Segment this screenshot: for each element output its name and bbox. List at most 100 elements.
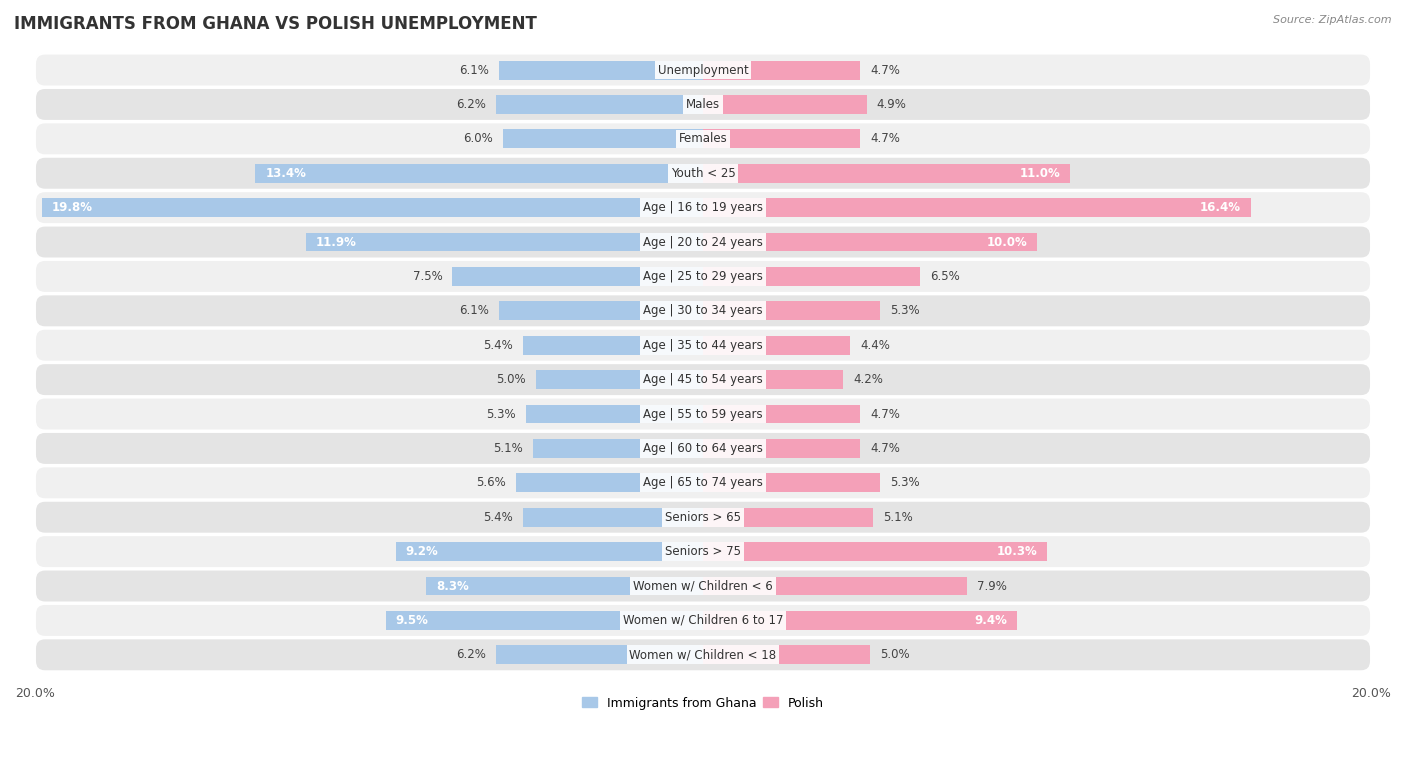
Bar	[703, 164, 1070, 182]
Text: Age | 16 to 19 years: Age | 16 to 19 years	[643, 201, 763, 214]
Bar	[499, 301, 703, 320]
Text: 5.3%: 5.3%	[890, 304, 920, 317]
Bar	[703, 232, 1038, 251]
Bar	[533, 439, 703, 458]
Bar	[703, 370, 844, 389]
Text: 6.0%: 6.0%	[463, 132, 492, 145]
Text: Age | 65 to 74 years: Age | 65 to 74 years	[643, 476, 763, 489]
FancyBboxPatch shape	[35, 363, 1371, 396]
Text: 5.0%: 5.0%	[496, 373, 526, 386]
FancyBboxPatch shape	[35, 226, 1371, 259]
Bar	[703, 646, 870, 665]
FancyBboxPatch shape	[35, 294, 1371, 327]
Bar	[703, 267, 920, 286]
FancyBboxPatch shape	[35, 191, 1371, 224]
Bar	[395, 542, 703, 561]
Text: Age | 45 to 54 years: Age | 45 to 54 years	[643, 373, 763, 386]
Text: 4.7%: 4.7%	[870, 132, 900, 145]
Text: 6.5%: 6.5%	[931, 270, 960, 283]
Bar	[536, 370, 703, 389]
Text: Females: Females	[679, 132, 727, 145]
Text: Women w/ Children < 18: Women w/ Children < 18	[630, 648, 776, 662]
Text: 4.7%: 4.7%	[870, 442, 900, 455]
Bar	[703, 198, 1251, 217]
Text: Males: Males	[686, 98, 720, 111]
Legend: Immigrants from Ghana, Polish: Immigrants from Ghana, Polish	[576, 692, 830, 715]
Text: 5.0%: 5.0%	[880, 648, 910, 662]
Text: 4.7%: 4.7%	[870, 407, 900, 421]
Text: 8.3%: 8.3%	[436, 580, 468, 593]
Bar	[305, 232, 703, 251]
FancyBboxPatch shape	[35, 638, 1371, 671]
Text: 4.4%: 4.4%	[860, 338, 890, 352]
Text: 5.4%: 5.4%	[482, 338, 513, 352]
Bar	[42, 198, 703, 217]
FancyBboxPatch shape	[35, 260, 1371, 293]
Text: 6.1%: 6.1%	[460, 304, 489, 317]
Text: Youth < 25: Youth < 25	[671, 167, 735, 179]
Text: 6.1%: 6.1%	[460, 64, 489, 76]
Bar	[703, 473, 880, 492]
Bar	[453, 267, 703, 286]
Text: 9.2%: 9.2%	[406, 545, 439, 558]
Text: 5.4%: 5.4%	[482, 511, 513, 524]
Text: IMMIGRANTS FROM GHANA VS POLISH UNEMPLOYMENT: IMMIGRANTS FROM GHANA VS POLISH UNEMPLOY…	[14, 15, 537, 33]
Bar	[703, 301, 880, 320]
Text: 4.2%: 4.2%	[853, 373, 883, 386]
Text: Source: ZipAtlas.com: Source: ZipAtlas.com	[1274, 15, 1392, 25]
Bar	[703, 61, 860, 79]
Text: 5.1%: 5.1%	[494, 442, 523, 455]
Text: Age | 55 to 59 years: Age | 55 to 59 years	[643, 407, 763, 421]
Text: 19.8%: 19.8%	[52, 201, 93, 214]
Bar	[703, 611, 1017, 630]
FancyBboxPatch shape	[35, 157, 1371, 190]
Text: 10.3%: 10.3%	[997, 545, 1038, 558]
Text: 5.1%: 5.1%	[883, 511, 912, 524]
FancyBboxPatch shape	[35, 432, 1371, 465]
Bar	[256, 164, 703, 182]
Text: 7.9%: 7.9%	[977, 580, 1007, 593]
Bar	[703, 542, 1047, 561]
Bar	[703, 508, 873, 527]
FancyBboxPatch shape	[35, 604, 1371, 637]
Text: 13.4%: 13.4%	[266, 167, 307, 179]
Text: 7.5%: 7.5%	[413, 270, 443, 283]
FancyBboxPatch shape	[35, 569, 1371, 603]
Text: 6.2%: 6.2%	[456, 648, 486, 662]
FancyBboxPatch shape	[35, 123, 1371, 155]
Text: Unemployment: Unemployment	[658, 64, 748, 76]
FancyBboxPatch shape	[35, 397, 1371, 431]
Bar	[703, 577, 967, 596]
Text: 11.9%: 11.9%	[315, 235, 356, 248]
Text: Seniors > 75: Seniors > 75	[665, 545, 741, 558]
FancyBboxPatch shape	[35, 500, 1371, 534]
Text: Women w/ Children < 6: Women w/ Children < 6	[633, 580, 773, 593]
Bar	[526, 404, 703, 423]
FancyBboxPatch shape	[35, 88, 1371, 121]
Bar	[496, 95, 703, 114]
Bar	[516, 473, 703, 492]
Bar	[523, 336, 703, 355]
Bar	[703, 404, 860, 423]
Text: 5.3%: 5.3%	[486, 407, 516, 421]
Text: 9.4%: 9.4%	[974, 614, 1007, 627]
Text: Age | 35 to 44 years: Age | 35 to 44 years	[643, 338, 763, 352]
Text: 6.2%: 6.2%	[456, 98, 486, 111]
FancyBboxPatch shape	[35, 535, 1371, 568]
Text: 5.6%: 5.6%	[477, 476, 506, 489]
Text: 16.4%: 16.4%	[1199, 201, 1240, 214]
Text: 5.3%: 5.3%	[890, 476, 920, 489]
Bar	[499, 61, 703, 79]
Bar	[385, 611, 703, 630]
Bar	[523, 508, 703, 527]
Bar	[703, 129, 860, 148]
Bar	[502, 129, 703, 148]
FancyBboxPatch shape	[35, 329, 1371, 362]
Text: 4.7%: 4.7%	[870, 64, 900, 76]
Text: Age | 20 to 24 years: Age | 20 to 24 years	[643, 235, 763, 248]
Text: Age | 30 to 34 years: Age | 30 to 34 years	[643, 304, 763, 317]
Text: 11.0%: 11.0%	[1019, 167, 1060, 179]
FancyBboxPatch shape	[35, 466, 1371, 500]
Text: Age | 25 to 29 years: Age | 25 to 29 years	[643, 270, 763, 283]
FancyBboxPatch shape	[35, 54, 1371, 86]
